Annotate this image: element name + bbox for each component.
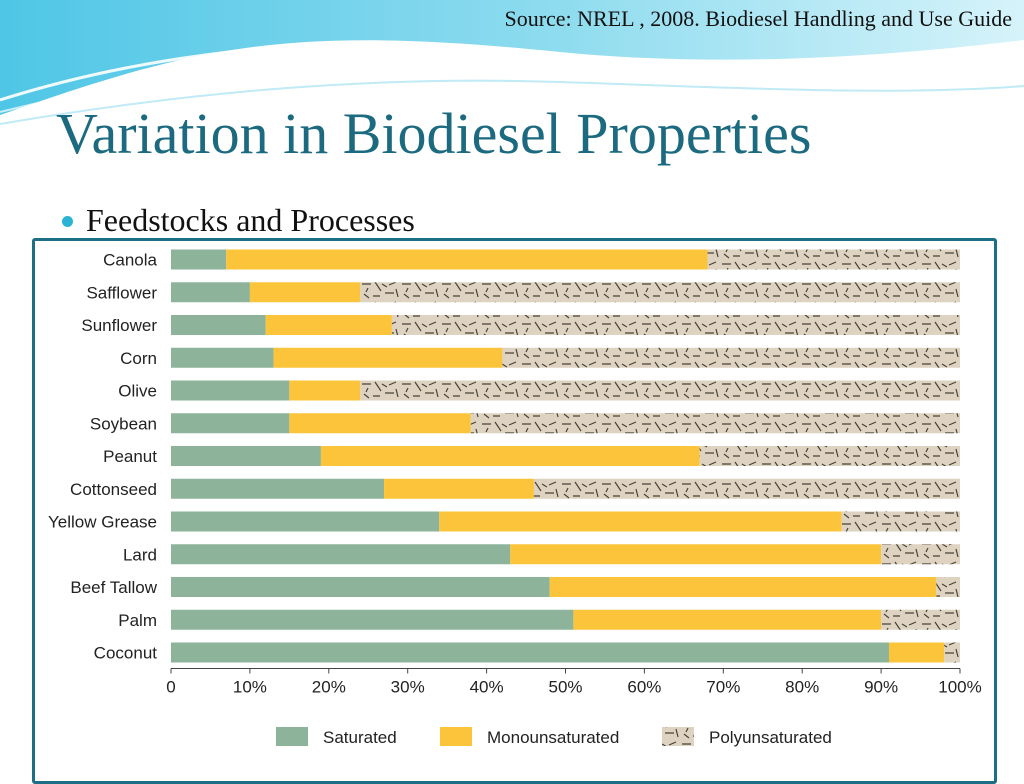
category-label: Soybean	[90, 414, 157, 433]
bar-saturated-palm	[171, 609, 574, 630]
stacked-bar-chart: Canola Safflower Sunflower Corn Olive Soybean…	[48, 249, 982, 747]
bar-monounsaturated-beef-tallow	[549, 577, 937, 597]
bar-polyunsaturated-soybean	[470, 413, 960, 434]
x-tick-label: 60%	[627, 678, 661, 697]
bar-monounsaturated-coconut	[888, 642, 945, 663]
legend-label-monounsaturated: Monounsaturated	[487, 728, 619, 747]
bar-monounsaturated-peanut	[320, 446, 700, 466]
x-tick-label: 30%	[391, 678, 425, 697]
x-tick-label: 10%	[233, 678, 267, 697]
bar-polyunsaturated-lard	[881, 544, 960, 565]
bar-polyunsaturated-palm	[881, 609, 960, 630]
bar-monounsaturated-canola	[226, 249, 708, 270]
legend-swatch-saturated	[276, 727, 308, 746]
bar-monounsaturated-soybean	[289, 413, 471, 434]
bar-saturated-cottonseed	[171, 478, 385, 499]
bar-saturated-sunflower	[171, 315, 266, 335]
bar-polyunsaturated-cottonseed	[533, 478, 960, 499]
bar-saturated-beef-tallow	[171, 577, 550, 597]
bar-polyunsaturated-yellow-grease	[841, 511, 960, 532]
bar-polyunsaturated-peanut	[699, 446, 960, 466]
bar-monounsaturated-cottonseed	[384, 478, 534, 499]
bar-saturated-olive	[171, 380, 290, 401]
legend-swatch-polyunsaturated	[662, 727, 694, 746]
category-label: Lard	[123, 545, 157, 564]
x-tick-label: 20%	[312, 678, 346, 697]
x-tick-label: 40%	[470, 678, 504, 697]
bar-polyunsaturated-safflower	[360, 282, 960, 303]
bar-saturated-lard	[171, 544, 511, 565]
category-label: Yellow Grease	[48, 513, 157, 532]
bar-monounsaturated-lard	[510, 544, 882, 565]
category-label: Coconut	[94, 644, 158, 663]
bar-polyunsaturated-coconut	[944, 642, 960, 663]
category-label: Olive	[118, 382, 157, 401]
category-label: Cottonseed	[70, 480, 157, 499]
bar-saturated-yellow-grease	[171, 511, 440, 532]
bullet-item: Feedstocks and Processes	[62, 202, 415, 239]
bar-monounsaturated-olive	[289, 380, 361, 401]
decorative-wave-header	[0, 0, 1024, 125]
category-label: Corn	[120, 349, 157, 368]
legend-label-polyunsaturated: Polyunsaturated	[709, 728, 832, 747]
category-label: Sunflower	[81, 316, 157, 335]
x-tick-label: 50%	[548, 678, 582, 697]
bar-saturated-safflower	[171, 282, 250, 303]
x-tick-label: 70%	[706, 678, 740, 697]
bar-polyunsaturated-beef-tallow	[936, 577, 960, 597]
legend-label-saturated: Saturated	[323, 728, 397, 747]
source-citation: Source: NREL , 2008. Biodiesel Handling …	[504, 6, 1012, 31]
bar-monounsaturated-safflower	[249, 282, 361, 303]
bar-monounsaturated-yellow-grease	[439, 511, 842, 532]
bar-polyunsaturated-sunflower	[391, 315, 960, 335]
legend-swatch-monounsaturated	[440, 727, 472, 746]
bullet-dot-icon	[62, 216, 73, 227]
bar-monounsaturated-corn	[273, 347, 503, 368]
bar-monounsaturated-sunflower	[265, 315, 392, 335]
category-label: Canola	[103, 251, 157, 270]
x-tick-label: 0	[166, 678, 175, 697]
bar-saturated-soybean	[171, 413, 290, 434]
bullet-text: Feedstocks and Processes	[86, 202, 415, 238]
bar-monounsaturated-palm	[573, 609, 882, 630]
x-tick-label: 90%	[864, 678, 898, 697]
bar-saturated-corn	[171, 347, 274, 368]
category-label: Peanut	[103, 447, 157, 466]
category-label: Beef Tallow	[70, 578, 157, 597]
slide-title: Variation in Biodiesel Properties	[56, 101, 812, 166]
bar-polyunsaturated-corn	[502, 347, 960, 368]
bar-saturated-canola	[171, 249, 227, 270]
bar-saturated-coconut	[171, 642, 889, 663]
category-label: Safflower	[86, 283, 157, 302]
bar-saturated-peanut	[171, 446, 321, 466]
category-label: Palm	[118, 611, 157, 630]
bar-polyunsaturated-canola	[707, 249, 960, 270]
x-tick-label: 100%	[938, 678, 981, 697]
bar-polyunsaturated-olive	[360, 380, 960, 401]
x-tick-label: 80%	[785, 678, 819, 697]
